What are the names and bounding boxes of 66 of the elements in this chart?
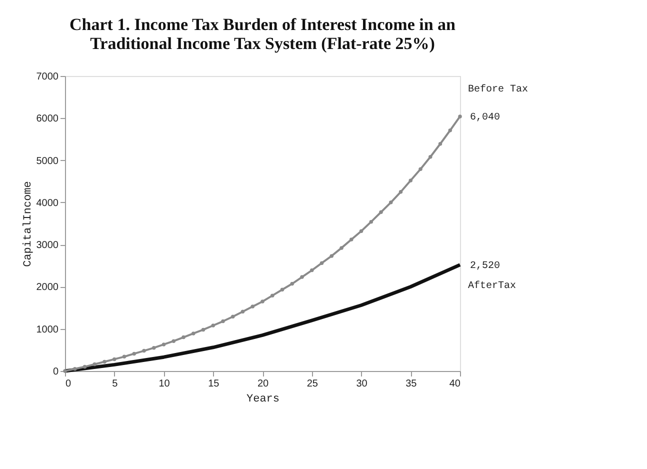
point bbox=[359, 229, 364, 233]
point bbox=[182, 335, 186, 340]
series-label: AfterTax bbox=[468, 280, 516, 292]
point bbox=[152, 346, 156, 350]
point bbox=[458, 114, 462, 118]
point bbox=[112, 357, 116, 362]
point bbox=[310, 268, 314, 272]
text: Chart 1. Income Tax Burden of Interest Income in an bbox=[70, 15, 456, 34]
point bbox=[102, 360, 106, 364]
point bbox=[300, 275, 304, 279]
point bbox=[201, 328, 206, 332]
point bbox=[428, 155, 432, 159]
point bbox=[408, 178, 412, 182]
point bbox=[192, 332, 196, 336]
point bbox=[320, 261, 324, 265]
point bbox=[250, 304, 254, 308]
y-tick-label: 3000 bbox=[36, 240, 59, 252]
x-tick-label: 30 bbox=[356, 378, 368, 390]
point bbox=[379, 210, 383, 214]
x-tick-label: 20 bbox=[257, 378, 269, 390]
point bbox=[290, 282, 294, 286]
point bbox=[398, 190, 403, 194]
point bbox=[122, 354, 126, 359]
x-tick-label: 25 bbox=[306, 378, 318, 390]
point bbox=[63, 369, 67, 373]
point bbox=[82, 364, 87, 369]
point bbox=[132, 352, 136, 356]
point bbox=[92, 362, 96, 366]
y-tick-label: 1000 bbox=[36, 324, 59, 336]
point bbox=[340, 246, 344, 250]
point bbox=[231, 314, 235, 319]
y-tick-label: 0 bbox=[52, 366, 59, 378]
point bbox=[172, 339, 176, 343]
point bbox=[270, 294, 274, 298]
point bbox=[369, 220, 373, 224]
data-label: 6,040 bbox=[470, 112, 500, 124]
x-axis-title: Years bbox=[246, 394, 280, 406]
point bbox=[211, 324, 215, 328]
point bbox=[448, 128, 452, 132]
point bbox=[350, 238, 354, 242]
x-tick-label: 40 bbox=[449, 378, 461, 390]
text: Traditional Income Tax System (Flat-rate 25%) bbox=[90, 34, 435, 53]
point bbox=[260, 300, 264, 304]
point bbox=[221, 319, 225, 324]
point bbox=[330, 254, 334, 258]
point bbox=[389, 200, 393, 204]
point bbox=[240, 310, 245, 314]
text: Before Tax bbox=[468, 83, 528, 96]
y-tick-label: 7000 bbox=[36, 72, 59, 82]
point bbox=[142, 348, 146, 353]
data-label: 2,520 bbox=[470, 260, 500, 272]
y-tick-label: 2000 bbox=[36, 282, 59, 294]
x-tick-label: 35 bbox=[406, 378, 418, 390]
point bbox=[418, 167, 422, 172]
x-tick-label: 0 bbox=[66, 378, 72, 390]
y-axis-title: CapitalIncome bbox=[22, 181, 34, 267]
point bbox=[73, 367, 77, 371]
point bbox=[438, 142, 442, 146]
y-tick-label: 5000 bbox=[36, 156, 59, 167]
x-tick-label: 15 bbox=[208, 378, 220, 390]
x-tick-label: 5 bbox=[112, 378, 118, 390]
y-tick-label: 6000 bbox=[36, 114, 59, 125]
point bbox=[280, 288, 284, 292]
x-tick-label: 10 bbox=[158, 378, 170, 390]
y-tick-label: 4000 bbox=[36, 198, 59, 209]
point bbox=[162, 342, 166, 346]
